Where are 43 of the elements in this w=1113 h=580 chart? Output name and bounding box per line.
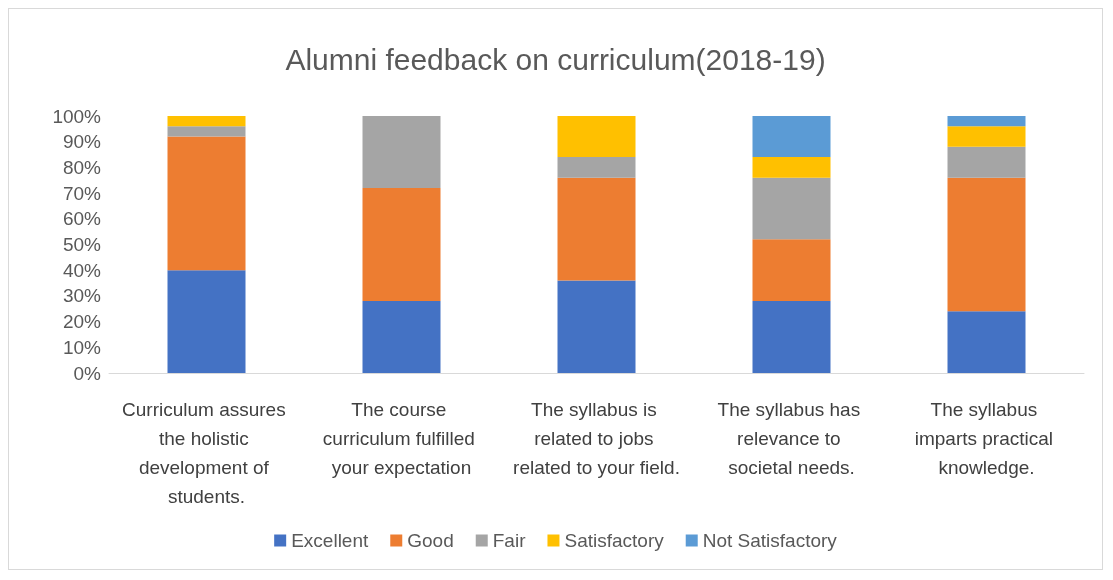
y-tick-label: 10% (62, 336, 102, 358)
y-tick-label: 60% (62, 208, 102, 230)
y-tick-label: 100% (52, 105, 102, 127)
legend-label: Fair (492, 530, 527, 551)
y-tick-label: 80% (62, 156, 102, 178)
y-tick-label: 50% (62, 234, 102, 255)
bar (557, 157, 636, 178)
bar (752, 157, 831, 178)
bar (362, 301, 441, 373)
bar (557, 116, 636, 158)
legend-label: Not Satisfactory (702, 530, 838, 551)
bar (167, 270, 246, 373)
y-tick-label: 0% (73, 362, 102, 384)
x-tick-label: The syllabus imparts practical knowledge. (914, 399, 1059, 478)
legend-label: Good (407, 530, 454, 551)
bar (752, 239, 831, 302)
chart-title: Alumni feedback on curriculum(2018-19) (285, 42, 826, 76)
bar (947, 116, 1026, 127)
bar (362, 116, 441, 188)
y-tick-label: 40% (62, 259, 102, 281)
x-tick-label: The syllabus has relevance to societal needs. (717, 399, 866, 478)
bar (947, 126, 1026, 147)
bar (947, 177, 1026, 312)
x-tick-label: The course curriculum fulfilled your expectation (322, 399, 481, 478)
bar (752, 116, 831, 158)
y-tick-label: 20% (62, 311, 102, 333)
bar (947, 311, 1026, 373)
legend-label: Excellent (291, 530, 369, 551)
bar (947, 146, 1026, 178)
x-tick-label: Curriculum assures the holistic development of students. (122, 399, 291, 507)
bar (752, 301, 831, 373)
bar (752, 177, 831, 240)
x-tick-label: The syllabus is related to jobs related to your field. (513, 399, 680, 478)
y-tick-label: 30% (62, 285, 102, 307)
legend-label: Satisfactory (564, 530, 665, 551)
bar (557, 177, 636, 281)
bar (167, 116, 246, 127)
y-tick-label: 70% (62, 182, 102, 204)
bar (167, 126, 246, 137)
y-tick-label: 90% (62, 131, 102, 153)
bar (362, 187, 441, 302)
bar (557, 280, 636, 373)
bar (167, 136, 246, 271)
